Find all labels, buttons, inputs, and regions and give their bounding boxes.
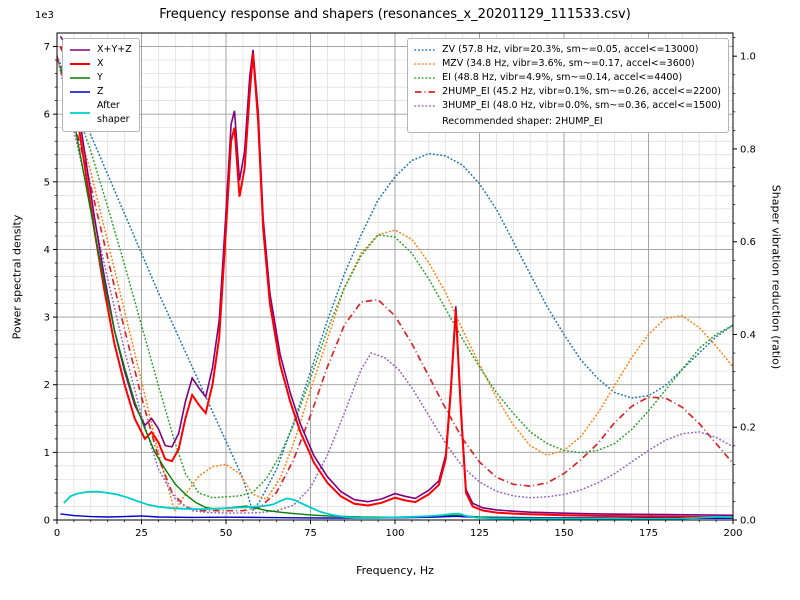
- legend-item-ei: EI (48.8 Hz, vibr=4.9%, sm~=0.14, accel<…: [414, 71, 721, 84]
- legend-psd: X+Y+Z X Y Z After shaper: [62, 38, 140, 132]
- legend-label: EI (48.8 Hz, vibr=4.9%, sm~=0.14, accel<…: [442, 72, 683, 84]
- legend-label: ZV (57.8 Hz, vibr=20.3%, sm~=0.05, accel…: [442, 44, 699, 55]
- legend-label: X: [97, 58, 104, 70]
- legend-item-z: Z: [69, 85, 132, 98]
- legend-line-sample-after-shaper: [70, 111, 90, 114]
- legend-label: Y: [97, 72, 103, 84]
- x-tick-label: 50: [220, 528, 233, 539]
- legend-item-mzv: MZV (34.8 Hz, vibr=3.6%, sm~=0.17, accel…: [414, 57, 721, 70]
- y-left-tick-label: 3: [44, 313, 50, 324]
- legend-line-sample-x-y-z: [70, 48, 90, 51]
- legend-item-3hump-ei: 3HUMP_EI (48.0 Hz, vibr=0.0%, sm~=0.36, …: [414, 99, 721, 112]
- legend-item-zv: ZV (57.8 Hz, vibr=20.3%, sm~=0.05, accel…: [414, 43, 721, 56]
- x-tick-label: 0: [54, 528, 60, 539]
- y-right-tick-label: 0.2: [740, 423, 756, 434]
- legend-label: 3HUMP_EI (48.0 Hz, vibr=0.0%, sm~=0.36, …: [442, 100, 721, 112]
- y-left-tick-label: 0: [44, 516, 50, 527]
- legend-recommended-note: Recommended shaper: 2HUMP_EI: [442, 115, 603, 127]
- x-tick-label: 25: [135, 528, 148, 539]
- legend-line-sample-y: [70, 77, 90, 79]
- chart-title: Frequency response and shapers (resonanc…: [159, 7, 631, 22]
- x-axis-label: Frequency, Hz: [356, 564, 434, 577]
- legend-label: MZV (34.8 Hz, vibr=3.6%, sm~=0.17, accel…: [442, 58, 695, 70]
- x-tick-label: 150: [554, 528, 573, 539]
- series-3hump-ei: [57, 55, 733, 514]
- y-left-tick-label: 6: [44, 110, 50, 121]
- series-ei: [57, 55, 733, 499]
- x-tick-label: 75: [304, 528, 317, 539]
- series-mzv: [57, 55, 733, 513]
- x-tick-label: 200: [723, 528, 742, 539]
- legend-item-x-y-z: X+Y+Z: [69, 43, 132, 56]
- series-after-shaper: [63, 490, 733, 520]
- y-right-tick-label: 0.6: [740, 237, 756, 248]
- legend-line-sample-3hump-ei: [414, 105, 436, 107]
- legend-line-sample-ei: [414, 76, 436, 79]
- y-right-tick-label: 0.4: [740, 330, 756, 341]
- legend-label: After shaper: [97, 100, 130, 125]
- legend-line-sample-mzv: [414, 62, 436, 65]
- legend-item-x: X: [69, 57, 132, 70]
- y-right-tick-label: 0.8: [740, 144, 756, 155]
- legend-item-2hump-ei: 2HUMP_EI (45.2 Hz, vibr=0.1%, sm~=0.26, …: [414, 85, 721, 98]
- x-tick-label: 100: [385, 528, 404, 539]
- y-left-tick-label: 5: [44, 177, 50, 188]
- series-x: [59, 46, 733, 519]
- y-axis-offset-label: 1e3: [35, 10, 54, 21]
- y-left-tick-label: 4: [44, 245, 50, 256]
- series-zv: [57, 55, 733, 513]
- legend-label: 2HUMP_EI (45.2 Hz, vibr=0.1%, sm~=0.26, …: [442, 86, 721, 98]
- y-left-tick-label: 2: [44, 380, 50, 391]
- legend-label: X+Y+Z: [97, 44, 132, 55]
- x-tick-label: 175: [639, 528, 658, 539]
- y-left-tick-label: 7: [44, 42, 50, 53]
- y-right-tick-label: 1.0: [740, 52, 756, 63]
- y-right-tick-label: 0.0: [740, 516, 756, 527]
- legend-line-sample-2hump-ei: [415, 91, 436, 93]
- legend-shapers: ZV (57.8 Hz, vibr=20.3%, sm~=0.05, accel…: [407, 38, 729, 133]
- legend-item-after-shaper: After shaper: [69, 99, 132, 125]
- x-tick-label: 125: [470, 528, 489, 539]
- y-left-tick-label: 1: [44, 448, 50, 459]
- legend-line-sample-zv: [414, 48, 436, 51]
- legend-label: Z: [97, 86, 104, 98]
- legend-line-sample-z: [70, 91, 90, 93]
- legend-item-y: Y: [69, 71, 132, 84]
- legend-line-sample-x: [70, 62, 90, 65]
